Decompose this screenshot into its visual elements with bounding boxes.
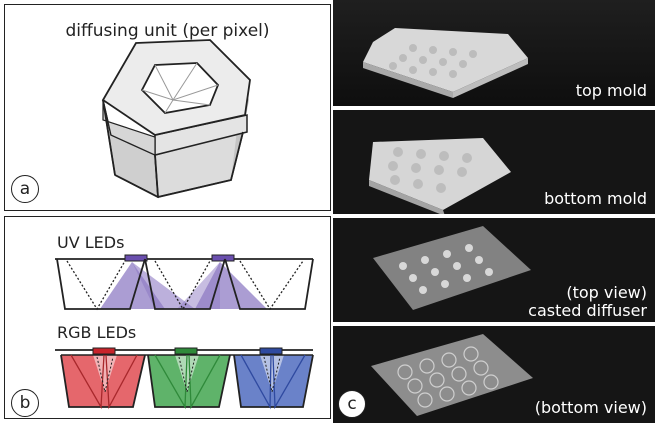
caption-bottom-view: (bottom view)	[534, 398, 647, 417]
photo-separator	[333, 322, 655, 326]
panel-b-led-diagram: UV LEDs RGB LEDs	[4, 216, 331, 419]
uv-leds-label: UV LEDs	[57, 233, 125, 252]
panel-c-label: c	[338, 390, 366, 418]
photo-separator	[333, 214, 655, 218]
caption-top-view: (top view)	[566, 283, 647, 302]
rgb-leds-label: RGB LEDs	[57, 323, 137, 342]
uv-led-diffuser-cross-section	[55, 254, 314, 311]
hexagonal-diffuser-illustration	[101, 39, 251, 199]
photo-casted-diffuser-top-view: (top view) casted diffuser	[333, 218, 655, 322]
panel-a-label: a	[11, 175, 39, 203]
photo-casted-diffuser-bottom-view: (bottom view)	[333, 326, 655, 423]
photo-separator	[333, 106, 655, 110]
photo-top-mold: top mold	[333, 0, 655, 106]
caption-top-mold: top mold	[575, 81, 647, 100]
panel-b-label: b	[11, 389, 39, 417]
caption-casted-diffuser: casted diffuser	[528, 301, 647, 320]
photo-bottom-mold: bottom mold	[333, 110, 655, 214]
panel-a-diffusing-unit: diffusing unit (per pixel) a	[4, 4, 331, 211]
rgb-led-diffuser-cross-section	[55, 347, 314, 410]
caption-bottom-mold: bottom mold	[544, 189, 647, 208]
panel-a-title: diffusing unit (per pixel)	[65, 21, 270, 41]
